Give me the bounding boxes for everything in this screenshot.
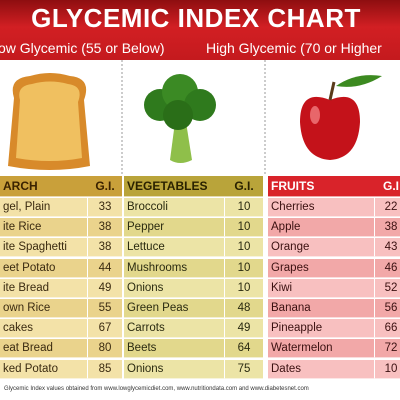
gi-value: 80 — [88, 339, 122, 359]
column-header: FRUITS — [268, 176, 375, 197]
food-name: Cherries — [268, 198, 375, 217]
food-name: Orange — [268, 238, 375, 258]
gi-value: 10 — [225, 218, 263, 238]
food-name: eet Potato — [0, 258, 88, 278]
food-name: Broccoli — [124, 198, 225, 217]
gi-value: 52 — [375, 278, 400, 298]
gi-value: 33 — [88, 198, 122, 217]
gi-value: 64 — [225, 339, 263, 359]
food-name: Dates — [268, 359, 375, 379]
food-name: Beets — [124, 339, 225, 359]
gi-value: 49 — [225, 319, 263, 339]
gi-value: 10 — [225, 198, 263, 217]
gi-value: 66 — [375, 319, 400, 339]
food-name: own Rice — [0, 299, 88, 318]
gi-value: 46 — [375, 258, 400, 278]
food-name: Pineapple — [268, 319, 375, 339]
food-name: Apple — [268, 218, 375, 238]
gi-value: 85 — [88, 359, 122, 379]
high-label: High Glycemic (70 or Higher — [206, 40, 382, 56]
toast-icon — [8, 73, 90, 170]
column-header: VEGETABLES — [124, 176, 225, 197]
gi-value: 56 — [375, 299, 400, 318]
gi-value: 72 — [375, 339, 400, 359]
food-name: eat Bread — [0, 339, 88, 359]
title: GLYCEMIC INDEX CHART — [31, 3, 361, 33]
food-name: ite Bread — [0, 278, 88, 298]
gi-value: 10 — [225, 258, 263, 278]
food-name: ite Spaghetti — [0, 238, 88, 258]
food-name: Watermelon — [268, 339, 375, 359]
food-name: Green Peas — [124, 299, 225, 318]
title-bar — [0, 0, 400, 60]
footer: Glycemic Index values obtained from www.… — [4, 386, 309, 392]
food-name: Onions — [124, 359, 225, 379]
gi-value: 75 — [225, 359, 263, 379]
gi-value: 10 — [225, 278, 263, 298]
food-name: Lettuce — [124, 238, 225, 258]
broccoli-icon — [144, 74, 216, 163]
gi-value: 38 — [88, 238, 122, 258]
gi-value: 44 — [88, 258, 122, 278]
food-name: cakes — [0, 319, 88, 339]
food-name: Mushrooms — [124, 258, 225, 278]
gi-value: 67 — [88, 319, 122, 339]
gi-value: 10 — [375, 359, 400, 379]
gi-header: G.I — [375, 176, 400, 197]
illustrations — [8, 60, 382, 176]
food-name: Carrots — [124, 319, 225, 339]
gi-value: 22 — [375, 198, 400, 217]
gi-value: 10 — [225, 238, 263, 258]
gi-value: 49 — [88, 278, 122, 298]
food-name: Pepper — [124, 218, 225, 238]
food-name: Onions — [124, 278, 225, 298]
food-name: Grapes — [268, 258, 375, 278]
gi-value: 38 — [375, 218, 400, 238]
apple-icon — [300, 75, 382, 160]
gi-value: 48 — [225, 299, 263, 318]
gi-value: 55 — [88, 299, 122, 318]
low-label: ow Glycemic (55 or Below) — [0, 40, 165, 56]
food-name: ked Potato — [0, 359, 88, 379]
food-name: Banana — [268, 299, 375, 318]
food-name: ite Rice — [0, 218, 88, 238]
gi-value: 43 — [375, 238, 400, 258]
gi-header: G.I. — [88, 176, 122, 197]
gi-header: G.I. — [225, 176, 263, 197]
gi-value: 38 — [88, 218, 122, 238]
column-header: ARCH — [0, 176, 88, 197]
food-name: Kiwi — [268, 278, 375, 298]
food-name: gel, Plain — [0, 198, 88, 217]
